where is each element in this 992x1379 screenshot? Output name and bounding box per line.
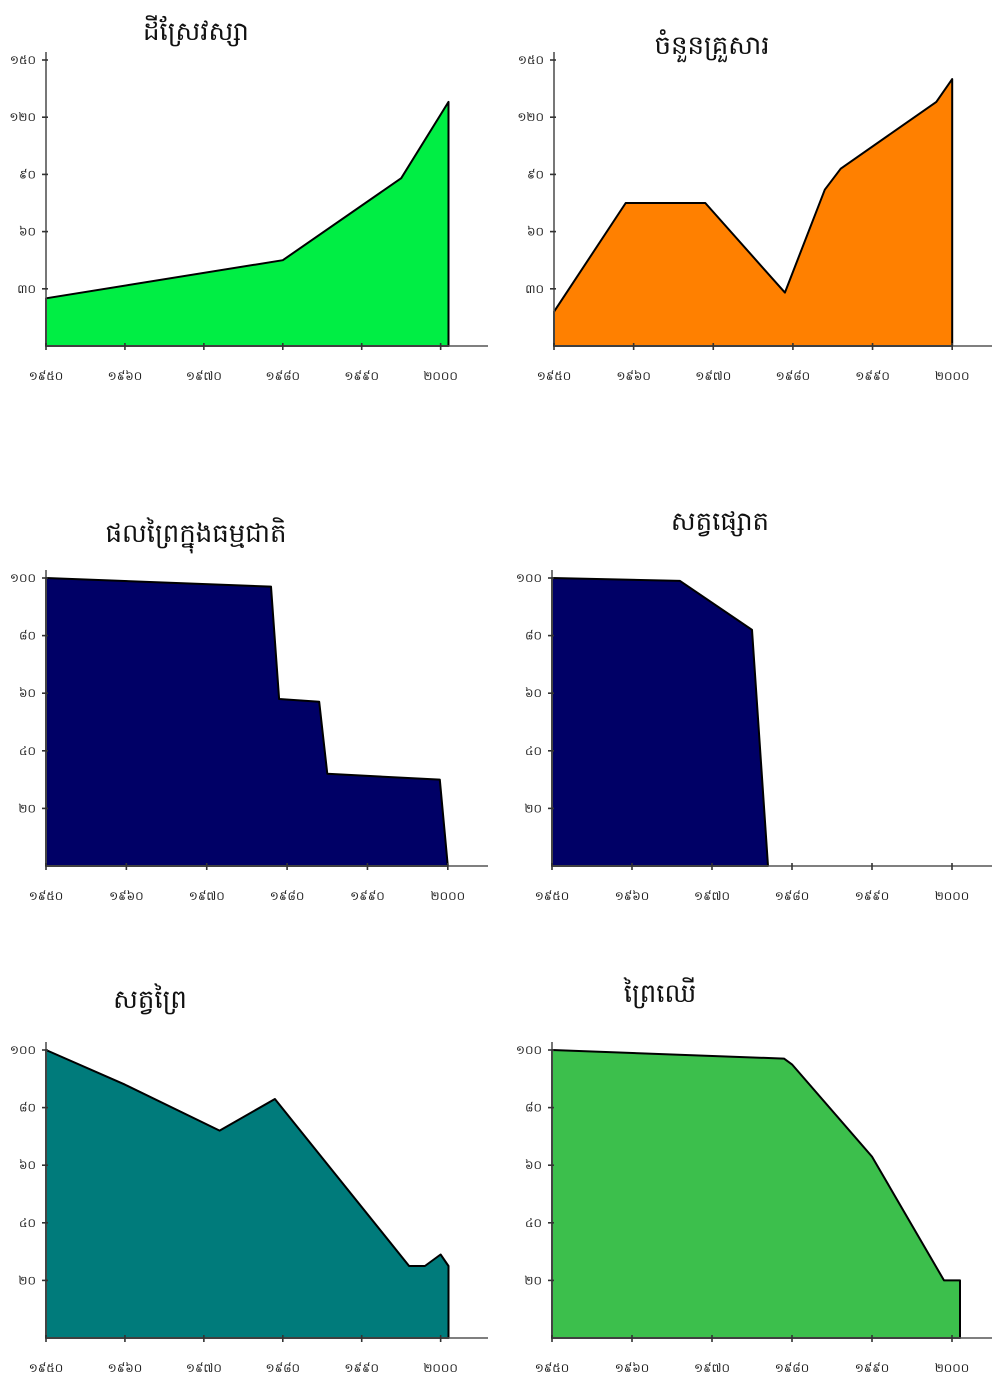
x-tick-label: ១៩៦០: [108, 369, 143, 383]
x-tick-label: ១៩៩០: [350, 889, 385, 903]
x-tick-label: ១៩៦០: [615, 889, 650, 903]
y-tick-label: ៦០: [19, 686, 36, 700]
x-tick-label: ១៩៥០: [29, 1361, 64, 1375]
y-tick-label: ៤០: [525, 744, 542, 758]
y-tick-label: ៣០: [17, 282, 36, 296]
y-tick-label: ២០: [524, 1273, 542, 1287]
chart-panel-1: ដីស្រែវស្សា១៥០១២០៩០៦០៣០១៩៥០ ១៩៦០ ១៩៧០ ១៩៨០ ១…: [0, 0, 496, 420]
y-tick-label: ៦០: [527, 225, 544, 239]
x-tick-label: ២០០០: [431, 889, 466, 903]
x-tick-label: ១៩៧០: [189, 889, 225, 903]
y-tick-label: ២០: [524, 801, 542, 815]
y-tick-label: ៦០: [19, 1158, 36, 1172]
x-tick-label: ១៩៨០: [775, 1361, 810, 1375]
chart-title: សត្វព្រៃ: [113, 983, 187, 1015]
y-tick-label: ១០០: [10, 1043, 36, 1057]
x-tick-label: ១៩៩០: [855, 889, 890, 903]
x-tick-label: ១៩៧០: [186, 369, 222, 383]
x-tick-label: ១៩៦០: [109, 889, 144, 903]
x-tick-label: ១៩៧០: [186, 1361, 222, 1375]
chart-title: ចំនួនគ្រួសារ: [654, 29, 769, 63]
x-tick-label: ១៩៧០: [695, 369, 731, 383]
x-tick-label: ២០០០: [935, 1361, 970, 1375]
x-tick-label: ១៩៨០: [265, 1361, 300, 1375]
y-tick-label: ១៥០: [518, 53, 544, 67]
x-tick-label: ១៩៩០: [344, 1361, 379, 1375]
x-tick-label: ២០០០: [423, 369, 458, 383]
y-tick-label: ៤០: [525, 1216, 542, 1230]
x-tick-label: ១៩៨០: [776, 369, 811, 383]
chart-panel-5: សត្វព្រៃ១០០៨០៦០៤០២០១៩៥០ ១៩៦០ ១៩៧០ ១៩៨០ ១៩៩០ ២…: [0, 960, 496, 1379]
x-tick-label: ១៩៥០: [29, 889, 64, 903]
x-tick-label: ២០០០: [423, 1361, 458, 1375]
area-series: [45, 1049, 450, 1339]
chart-title: ដីស្រែវស្សា: [143, 15, 249, 47]
chart-title: សត្វផ្សោត: [671, 507, 769, 537]
y-tick-label: ៦០: [19, 225, 36, 239]
y-tick-label: ១២០: [517, 110, 544, 124]
y-tick-label: ១២០: [9, 110, 36, 124]
chart-title: ព្រៃឈើ: [623, 977, 697, 1009]
x-tick-label: ១៩៥០: [537, 369, 572, 383]
x-tick-label: ១៩៦០: [108, 1361, 143, 1375]
chart-panel-2: ចំនួនគ្រួសារ១៥០១២០៩០៦០៣០១៩៥០ ១៩៦០ ១៩៧០ ១៩៨០…: [496, 0, 992, 420]
x-tick-label: ១៩៨០: [265, 369, 300, 383]
x-tick-label: ១៩៧០: [694, 889, 730, 903]
y-tick-label: ១០០: [10, 571, 36, 585]
y-tick-label: ៨០: [525, 629, 542, 643]
area-series: [553, 78, 954, 347]
x-tick-label: ១៩៥០: [29, 369, 64, 383]
y-tick-label: ៦០: [525, 686, 542, 700]
chart-panel-6: ព្រៃឈើ១០០៨០៦០៤០២០១៩៥០ ១៩៦០ ១៩៧០ ១៩៨០ ១៩៩០ ២០០…: [496, 960, 992, 1379]
area-series: [45, 577, 449, 867]
chart-panel-4: សត្វផ្សោត១០០៨០៦០៤០២០១៩៥០ ១៩៦០ ១៩៧០ ១៩៨០ ១៩៩០…: [496, 480, 992, 920]
y-tick-label: ១០០: [516, 571, 542, 585]
x-tick-label: ២០០០: [935, 369, 970, 383]
y-tick-label: ២០: [18, 1273, 36, 1287]
area-series: [551, 577, 769, 867]
x-tick-label: ១៩៦០: [616, 369, 651, 383]
y-tick-label: ៩០: [527, 167, 544, 181]
x-tick-label: ១៩៨០: [270, 889, 305, 903]
y-tick-label: ៩០: [19, 167, 36, 181]
y-tick-label: ៤០: [19, 744, 36, 758]
y-tick-label: ៨០: [19, 629, 36, 643]
x-tick-label: ១៩៧០: [694, 1361, 730, 1375]
x-tick-label: ១៩៩០: [344, 369, 379, 383]
x-tick-label: ២០០០: [935, 889, 970, 903]
y-tick-label: ៤០: [19, 1216, 36, 1230]
y-tick-label: ៨០: [525, 1101, 542, 1115]
x-tick-label: ១៩៨០: [775, 889, 810, 903]
x-tick-label: ១៩៥០: [535, 1361, 570, 1375]
x-tick-label: ១៩៦០: [615, 1361, 650, 1375]
y-tick-label: ១០០: [516, 1043, 542, 1057]
y-tick-label: ៦០: [525, 1158, 542, 1172]
chart-title: ផលព្រៃក្នុងធម្មជាតិ: [105, 517, 286, 554]
area-series: [45, 100, 450, 347]
y-tick-label: ១៥០: [10, 53, 36, 67]
area-series: [551, 1049, 961, 1339]
x-tick-label: ១៩៩០: [855, 1361, 890, 1375]
y-tick-label: ៨០: [19, 1101, 36, 1115]
x-tick-label: ១៩៩០: [855, 369, 890, 383]
x-tick-label: ១៩៥០: [535, 889, 570, 903]
y-tick-label: ២០: [18, 801, 36, 815]
y-tick-label: ៣០: [525, 282, 544, 296]
chart-panel-3: ផលព្រៃក្នុងធម្មជាតិ១០០៨០៦០៤០២០១៩៥០ ១៩៦០ ១៩…: [0, 480, 496, 920]
